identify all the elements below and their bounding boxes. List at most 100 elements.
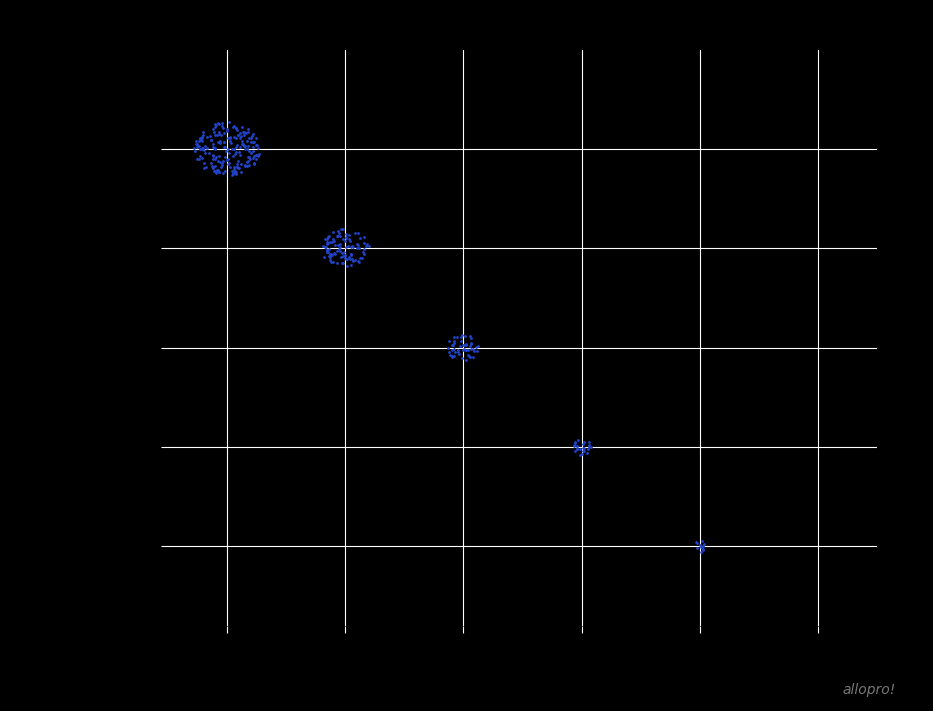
Point [227,143,242,154]
Point [205,161,220,172]
Point [193,133,208,144]
Point [209,165,224,176]
Point [199,161,214,172]
Point [343,260,358,271]
Point [566,439,581,451]
Point [327,235,341,247]
Point [324,250,339,261]
Point [241,140,256,151]
Point [345,242,360,253]
Point [215,117,230,129]
Point [355,252,369,264]
Point [212,156,227,168]
Point [344,253,359,264]
Point [468,341,483,353]
Point [242,151,257,163]
Point [197,163,212,174]
Point [335,247,350,259]
Point [216,141,231,152]
Point [206,166,221,177]
Point [232,141,247,153]
Point [694,535,709,547]
Point [321,243,336,255]
Point [359,238,374,250]
Point [229,166,244,178]
Point [220,125,235,137]
Point [442,349,457,360]
Point [573,443,588,454]
Point [211,128,226,139]
Point [200,143,215,154]
Point [236,127,251,138]
Point [567,436,582,447]
Point [192,132,207,144]
Point [194,132,209,144]
Point [334,252,349,263]
Point [330,225,345,237]
Point [466,351,480,363]
Point [221,132,236,144]
Point [238,140,253,151]
Point [212,135,227,146]
Point [696,544,711,555]
Point [339,242,354,253]
Point [204,158,219,169]
Point [324,256,339,267]
Point [251,142,266,154]
Point [230,124,244,135]
Point [231,129,246,141]
Point [235,138,250,149]
Point [463,338,478,349]
Point [249,153,264,164]
Point [356,249,371,260]
Point [447,337,462,348]
Point [446,351,461,362]
Point [245,145,260,156]
Point [449,331,464,342]
Point [227,161,242,173]
Point [356,244,371,255]
Point [570,440,585,451]
Point [222,136,237,147]
Point [210,129,225,140]
Point [250,150,265,161]
Point [350,228,365,239]
Point [335,257,350,269]
Point [341,229,356,240]
Point [216,122,230,133]
Point [329,245,344,257]
Point [239,127,254,139]
Point [444,340,459,351]
Point [246,158,261,169]
Point [330,257,345,269]
Point [456,339,471,351]
Point [332,241,347,252]
Point [206,151,221,162]
Point [338,253,353,264]
Point [579,447,594,459]
Point [581,437,596,448]
Point [319,238,334,250]
Point [217,151,232,163]
Point [233,158,248,169]
Point [208,118,223,129]
Point [575,449,590,460]
Point [219,145,234,156]
Point [207,126,222,137]
Point [208,161,223,172]
Point [220,124,235,135]
Point [219,154,234,166]
Point [216,127,231,139]
Point [567,440,582,451]
Point [568,437,583,449]
Point [244,147,258,159]
Point [322,236,337,247]
Point [206,150,221,161]
Text: allopro!: allopro! [842,683,896,697]
Point [689,538,704,549]
Point [203,134,218,146]
Point [317,252,332,263]
Point [320,247,335,258]
Point [447,336,462,347]
Point [194,152,209,164]
